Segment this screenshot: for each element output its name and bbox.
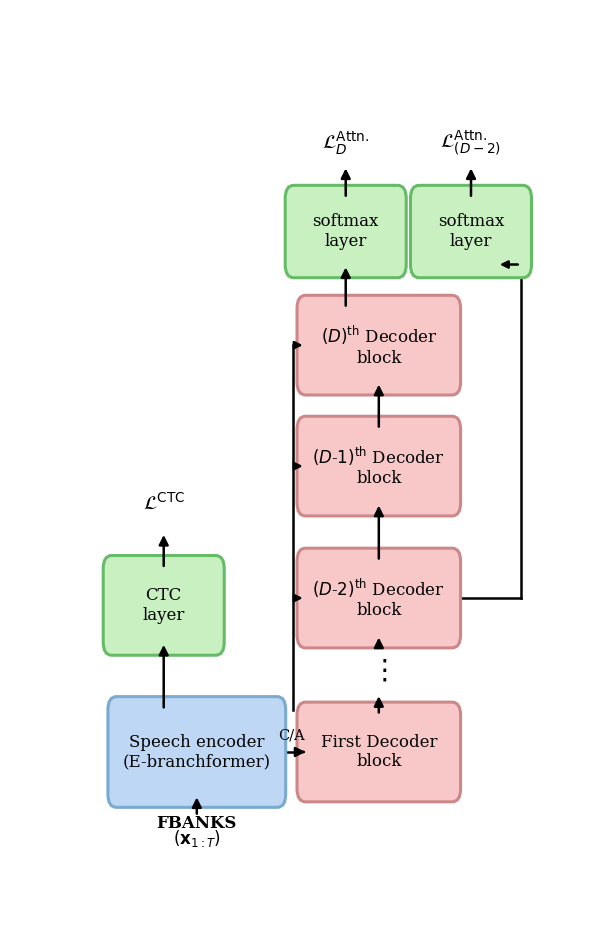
- FancyBboxPatch shape: [108, 697, 285, 807]
- Text: $(D$-$1)^{\mathrm{th}}$ Decoder
block: $(D$-$1)^{\mathrm{th}}$ Decoder block: [312, 445, 445, 487]
- Text: $\vdots$: $\vdots$: [370, 658, 387, 684]
- Text: $(D$-$2)^{\mathrm{th}}$ Decoder
block: $(D$-$2)^{\mathrm{th}}$ Decoder block: [312, 577, 445, 620]
- Text: CTC
layer: CTC layer: [143, 587, 185, 624]
- Text: $\mathcal{L}^{\mathrm{CTC}}$: $\mathcal{L}^{\mathrm{CTC}}$: [143, 493, 185, 514]
- Text: Speech encoder
(E-branchformer): Speech encoder (E-branchformer): [123, 734, 271, 770]
- Text: $(\mathbf{x}_{1:T})$: $(\mathbf{x}_{1:T})$: [173, 828, 221, 849]
- Text: FBANKS: FBANKS: [157, 815, 237, 832]
- Text: softmax
layer: softmax layer: [438, 213, 504, 249]
- FancyBboxPatch shape: [297, 295, 461, 395]
- FancyBboxPatch shape: [285, 186, 406, 278]
- FancyBboxPatch shape: [411, 186, 531, 278]
- Text: C/A: C/A: [278, 728, 305, 743]
- Text: $(D)^{\mathrm{th}}$ Decoder
block: $(D)^{\mathrm{th}}$ Decoder block: [320, 324, 437, 367]
- Text: First Decoder
block: First Decoder block: [321, 734, 437, 770]
- Text: $\mathcal{L}_{(D-2)}^{\mathrm{Attn.}}$: $\mathcal{L}_{(D-2)}^{\mathrm{Attn.}}$: [440, 129, 501, 157]
- FancyBboxPatch shape: [297, 416, 461, 516]
- Text: softmax
layer: softmax layer: [312, 213, 379, 249]
- FancyBboxPatch shape: [297, 703, 461, 802]
- FancyBboxPatch shape: [103, 556, 224, 655]
- Text: $\mathcal{L}_{D}^{\mathrm{Attn.}}$: $\mathcal{L}_{D}^{\mathrm{Attn.}}$: [322, 129, 369, 157]
- FancyBboxPatch shape: [297, 548, 461, 648]
